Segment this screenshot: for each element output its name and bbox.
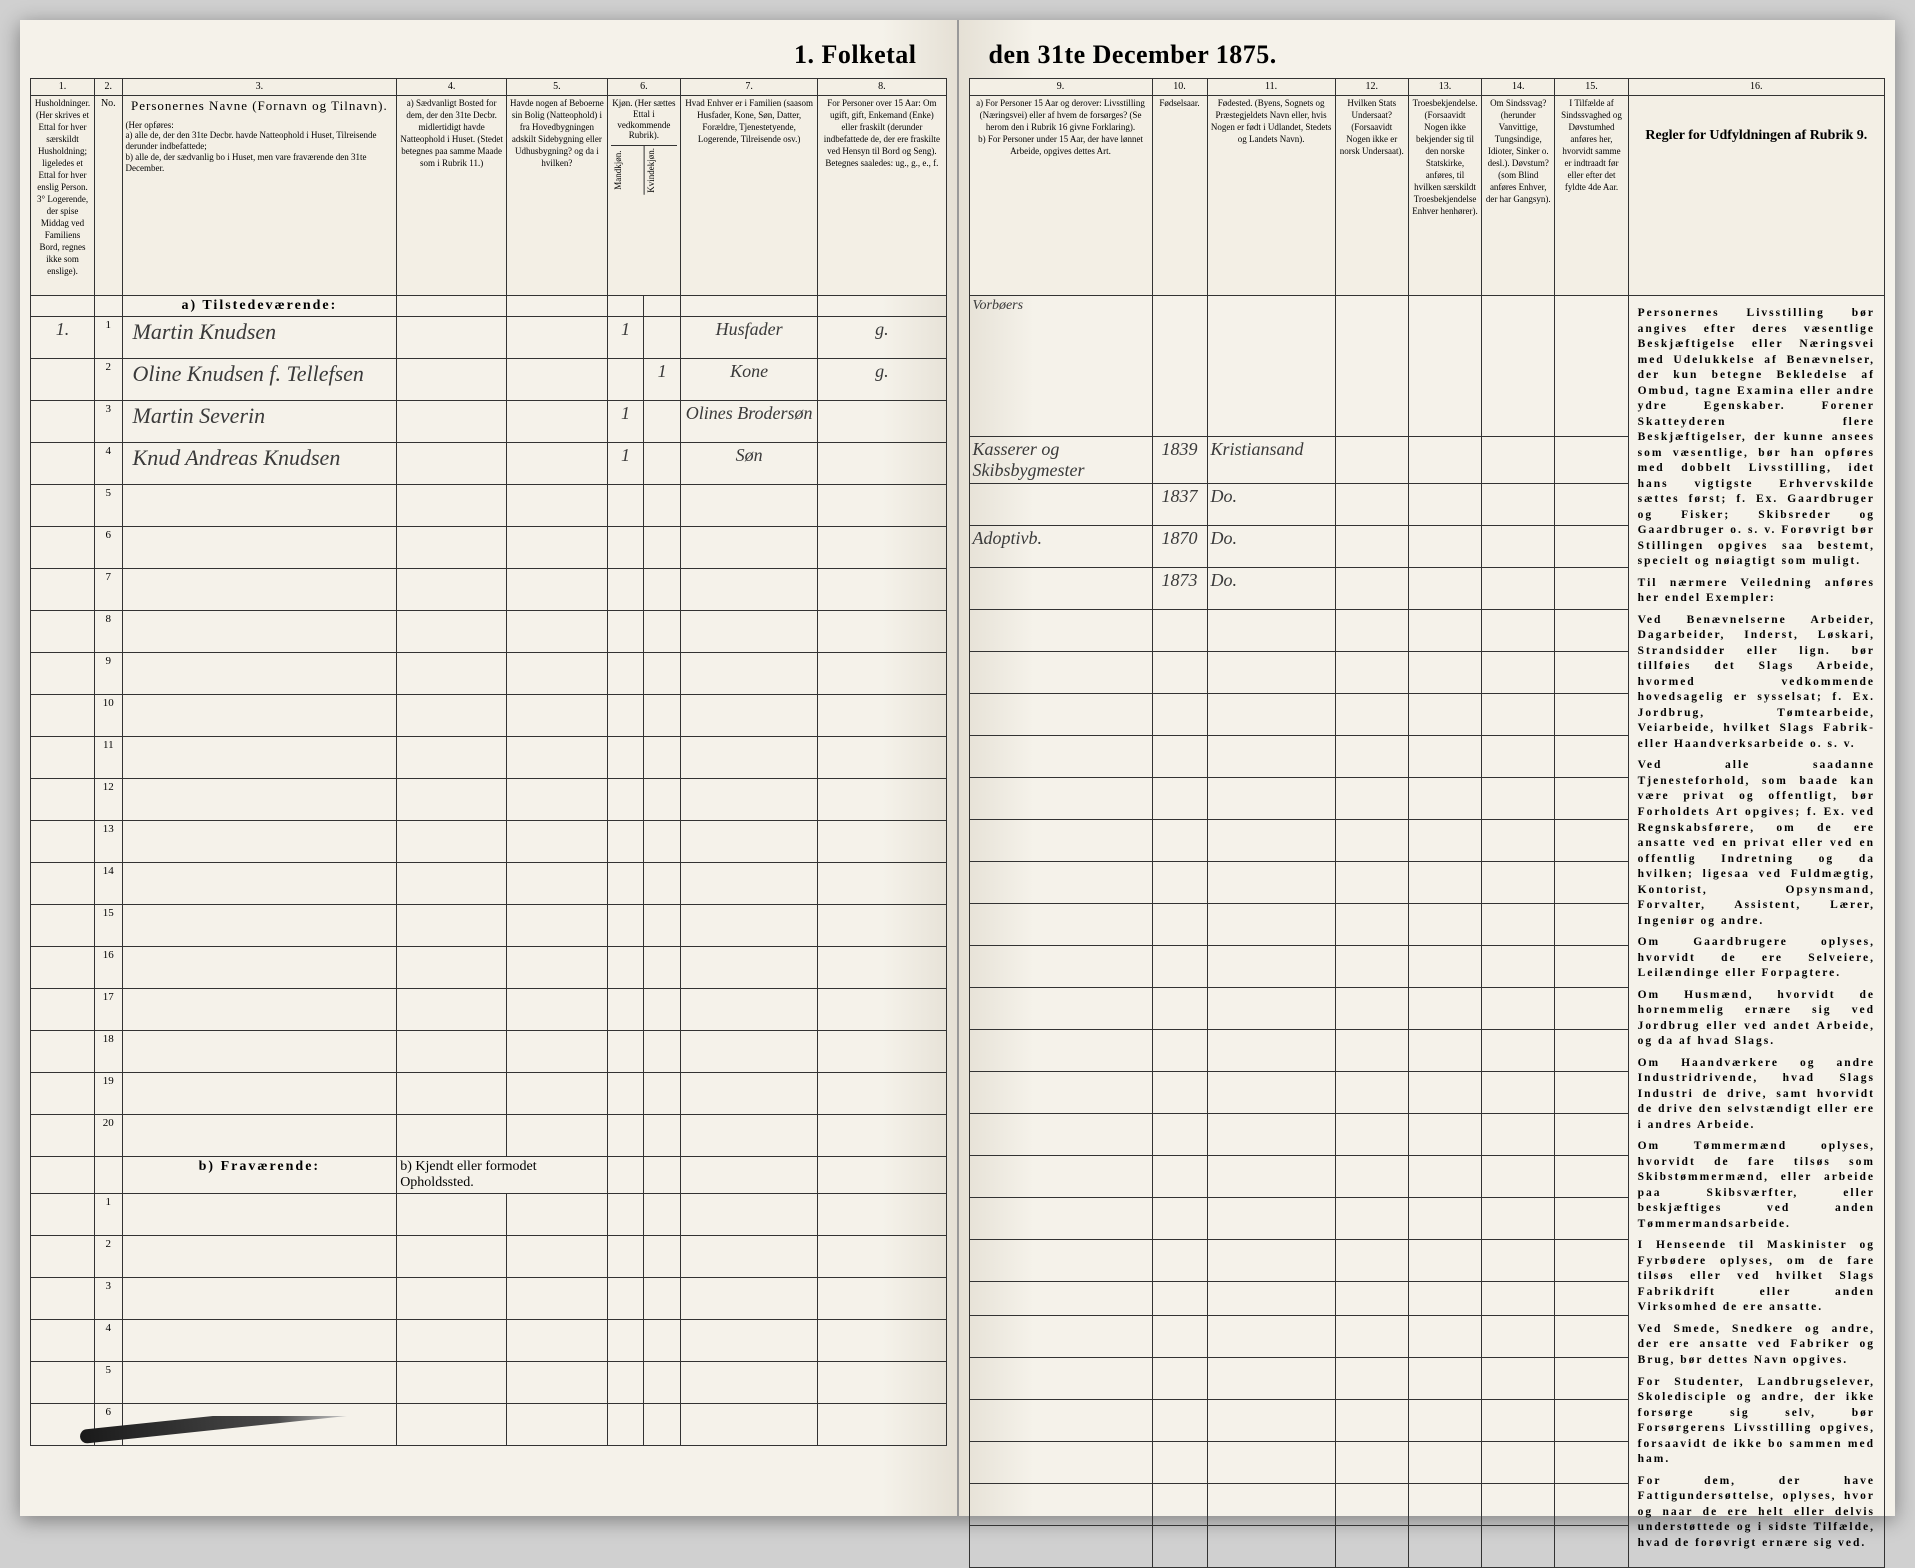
col-num: 4. — [397, 79, 507, 96]
header-col6: Kjøn. (Her sættes Ettal i vedkommende Ru… — [607, 96, 680, 296]
col-num: 8. — [818, 79, 946, 96]
section-a-label: a) Tilstedeværende: — [122, 296, 397, 317]
col-num: 1. — [31, 79, 95, 96]
table-row: 2 Oline Knudsen f. Tellefsen 1 Kone g. — [31, 359, 947, 401]
table-row: 12 — [31, 779, 947, 821]
census-table-left: 1. 2. 3. 4. 5. 6. 7. 8. Husholdninger. (… — [30, 78, 947, 1446]
table-row: 4 — [31, 1320, 947, 1362]
col-num: 16. — [1628, 79, 1884, 96]
table-row: 4 Knud Andreas Knudsen 1 Søn — [31, 443, 947, 485]
header-col13: Troesbekjendelse. (Forsaavidt Nogen ikke… — [1408, 96, 1481, 296]
instructions-text: Personernes Livsstilling bør angives eft… — [1632, 298, 1881, 1565]
header-col16: Regler for Udfyldningen af Rubrik 9. — [1628, 96, 1884, 296]
header-col10: Fødselsaar. — [1152, 96, 1207, 296]
header-col5: Havde nogen af Beboerne sin Bolig (Natte… — [507, 96, 608, 296]
page-title-right: den 31te December 1875. — [969, 35, 1886, 78]
table-row: 5 — [31, 1362, 947, 1404]
col-num: 11. — [1207, 79, 1335, 96]
table-row: 17 — [31, 989, 947, 1031]
table-row: 15 — [31, 905, 947, 947]
header-col7: Hvad Enhver er i Familien (saasom Husfad… — [680, 96, 817, 296]
table-row: 3 Martin Severin 1 Olines Brodersøn — [31, 401, 947, 443]
table-row: 6 — [31, 527, 947, 569]
table-row: 20 — [31, 1115, 947, 1157]
col-num: 14. — [1482, 79, 1555, 96]
table-row: 9 — [31, 653, 947, 695]
col-num: 2. — [95, 79, 122, 96]
col-num: 12. — [1335, 79, 1408, 96]
col-num: 7. — [680, 79, 817, 96]
table-row: 10 — [31, 695, 947, 737]
table-row: 6 — [31, 1404, 947, 1446]
table-row: 16 — [31, 947, 947, 989]
header-col11: Fødested. (Byens, Sognets og Præstegjeld… — [1207, 96, 1335, 296]
table-row: 8 — [31, 611, 947, 653]
col-num: 10. — [1152, 79, 1207, 96]
header-col3: Personernes Navne (Fornavn og Tilnavn). … — [122, 96, 397, 296]
header-col8: For Personer over 15 Aar: Om ugift, gift… — [818, 96, 946, 296]
col-num: 15. — [1555, 79, 1628, 96]
header-col12: Hvilken Stats Undersaat? (Forsaavidt Nog… — [1335, 96, 1408, 296]
col-num: 13. — [1408, 79, 1481, 96]
table-row: 3 — [31, 1278, 947, 1320]
header-col1: Husholdninger. (Her skrives et Ettal for… — [31, 96, 95, 296]
table-row: 13 — [31, 821, 947, 863]
table-row: 18 — [31, 1031, 947, 1073]
col-num: 5. — [507, 79, 608, 96]
col-num: 9. — [969, 79, 1152, 96]
left-page: 1. Folketal 1. 2. 3. 4. 5. 6. 7. 8. — [20, 20, 959, 1516]
table-row: 14 — [31, 863, 947, 905]
header-col15: I Tilfælde af Sindssvaghed og Døvstumhed… — [1555, 96, 1628, 296]
census-table-right: 9. 10. 11. 12. 13. 14. 15. 16. a) For Pe… — [969, 78, 1886, 1568]
table-row: 7 — [31, 569, 947, 611]
table-row: 1. 1 Martin Knudsen 1 Husfader g. — [31, 317, 947, 359]
col-num: 3. — [122, 79, 397, 96]
section-b-label: b) Fraværende: — [122, 1157, 397, 1194]
right-page: den 31te December 1875. 9. 10. 11. 12. 1… — [959, 20, 1896, 1516]
header-col14: Om Sindssvag? (herunder Vanvittige, Tung… — [1482, 96, 1555, 296]
table-row: 11 — [31, 737, 947, 779]
table-row: 1 — [31, 1194, 947, 1236]
header-col2: No. — [95, 96, 122, 296]
table-row: 2 — [31, 1236, 947, 1278]
header-col4: a) Sædvanligt Bosted for dem, der den 31… — [397, 96, 507, 296]
table-row: 19 — [31, 1073, 947, 1115]
col-num: 6. — [607, 79, 680, 96]
ledger-spread: 1. Folketal 1. 2. 3. 4. 5. 6. 7. 8. — [20, 20, 1895, 1516]
header-col9: a) For Personer 15 Aar og derover: Livss… — [969, 96, 1152, 296]
table-row: 5 — [31, 485, 947, 527]
page-title-left: 1. Folketal — [30, 35, 947, 78]
